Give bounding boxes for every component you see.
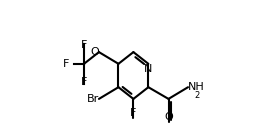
Text: 2: 2 bbox=[194, 91, 200, 100]
Text: O: O bbox=[164, 112, 173, 122]
Text: NH: NH bbox=[188, 82, 205, 92]
Text: F: F bbox=[63, 59, 70, 69]
Text: O: O bbox=[90, 47, 99, 57]
Text: F: F bbox=[130, 108, 137, 118]
Text: F: F bbox=[81, 77, 87, 87]
Text: F: F bbox=[81, 40, 87, 50]
Text: Br: Br bbox=[87, 94, 99, 104]
Text: N: N bbox=[144, 64, 153, 74]
